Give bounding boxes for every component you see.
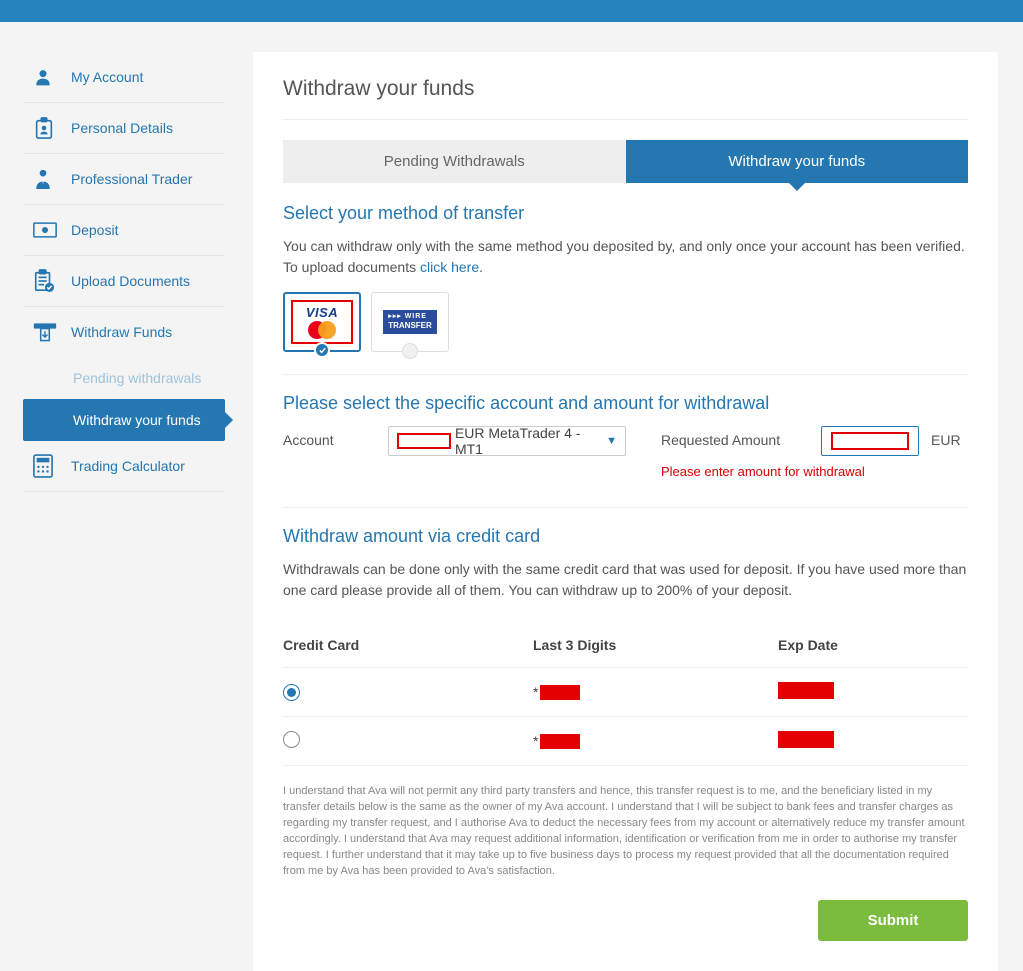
sidebar-item-upload-documents[interactable]: Upload Documents [23, 256, 225, 307]
calculator-icon [33, 455, 61, 477]
user-icon [33, 66, 61, 88]
sidebar-item-label: Deposit [71, 222, 118, 238]
method-card-wire-transfer[interactable]: ▸▸▸ WIRE TRANSFER [371, 292, 449, 352]
transfer-method-row: VISA ▸▸▸ WIRE TRANSFER [283, 292, 968, 375]
cc-header-digits: Last 3 Digits [533, 637, 778, 653]
amount-label: Requested Amount [661, 426, 821, 448]
cc-radio[interactable] [283, 731, 300, 748]
cc-section-text: Withdrawals can be done only with the sa… [283, 559, 968, 601]
sidebar-item-label: Trading Calculator [71, 458, 185, 474]
cc-header-exp: Exp Date [778, 637, 968, 653]
sidebar-item-label: Upload Documents [71, 273, 190, 289]
submit-button[interactable]: Submit [818, 900, 968, 941]
sidebar-sub-withdraw-your-funds[interactable]: Withdraw your funds [23, 399, 225, 441]
sidebar-item-my-account[interactable]: My Account [23, 52, 225, 103]
caret-down-icon: ▼ [606, 435, 617, 447]
cc-radio[interactable] [283, 684, 300, 701]
sidebar-item-label: Personal Details [71, 120, 173, 136]
sidebar: My Account Personal Details Professional… [0, 22, 225, 971]
account-form-row: Account EUR MetaTrader 4 - MT1 ▼ Request… [283, 426, 968, 508]
tab-label: Withdraw your funds [728, 153, 865, 170]
sidebar-item-label: Professional Trader [71, 171, 192, 187]
account-select[interactable]: EUR MetaTrader 4 - MT1 ▼ [388, 426, 626, 456]
account-label: Account [283, 426, 388, 448]
disclaimer-text: I understand that Ava will not permit an… [283, 784, 968, 880]
method-card-visa-mastercard[interactable]: VISA [283, 292, 361, 352]
sidebar-item-label: Withdraw Funds [71, 324, 172, 340]
redacted-block [778, 731, 834, 748]
digits-prefix: * [533, 684, 538, 700]
sidebar-item-label: My Account [71, 69, 143, 85]
amount-error: Please enter amount for withdrawal [661, 464, 961, 479]
businessman-icon [33, 168, 61, 190]
account-section-title: Please select the specific account and a… [283, 393, 968, 414]
currency-label: EUR [931, 426, 961, 448]
cash-icon [33, 219, 61, 241]
top-bar [0, 0, 1023, 22]
mastercard-logo [308, 321, 336, 339]
sidebar-item-deposit[interactable]: Deposit [23, 205, 225, 256]
sidebar-sub-label: Withdraw your funds [73, 412, 201, 428]
sidebar-item-personal-details[interactable]: Personal Details [23, 103, 225, 154]
redacted-block [778, 682, 834, 699]
page-title: Withdraw your funds [283, 77, 968, 120]
sidebar-item-withdraw-funds[interactable]: Withdraw Funds [23, 307, 225, 357]
cc-section-title: Withdraw amount via credit card [283, 526, 968, 547]
digits-prefix: * [533, 733, 538, 749]
sidebar-sub-pending-withdrawals[interactable]: Pending withdrawals [23, 357, 225, 399]
cc-row: * [283, 717, 968, 766]
transfer-method-title: Select your method of transfer [283, 203, 968, 224]
wire-transfer-logo: ▸▸▸ WIRE TRANSFER [383, 310, 437, 334]
withdraw-icon [33, 321, 61, 343]
amount-input[interactable] [821, 426, 919, 456]
unchecked-icon [402, 343, 418, 359]
transfer-method-text: You can withdraw only with the same meth… [283, 236, 968, 278]
id-badge-icon [33, 117, 61, 139]
sidebar-sub-label: Pending withdrawals [73, 370, 201, 386]
tab-withdraw-your-funds[interactable]: Withdraw your funds [626, 140, 969, 183]
cc-header-card: Credit Card [283, 637, 533, 653]
redacted-block [397, 433, 451, 449]
redacted-block [540, 685, 580, 700]
account-select-text: EUR MetaTrader 4 - MT1 [455, 425, 606, 457]
clipboard-check-icon [33, 270, 61, 292]
cc-table-header: Credit Card Last 3 Digits Exp Date [283, 623, 968, 667]
sidebar-item-trading-calculator[interactable]: Trading Calculator [23, 441, 225, 492]
tab-label: Pending Withdrawals [384, 153, 525, 170]
sidebar-item-professional-trader[interactable]: Professional Trader [23, 154, 225, 205]
cc-row: * [283, 667, 968, 717]
tab-pending-withdrawals[interactable]: Pending Withdrawals [283, 140, 626, 183]
visa-logo: VISA [306, 305, 338, 320]
redacted-block [540, 734, 580, 749]
upload-documents-link[interactable]: click here [420, 259, 479, 275]
main-panel: Withdraw your funds Pending Withdrawals … [253, 52, 998, 971]
tabs: Pending Withdrawals Withdraw your funds [283, 140, 968, 183]
redacted-block [831, 432, 909, 450]
check-icon [314, 342, 330, 358]
